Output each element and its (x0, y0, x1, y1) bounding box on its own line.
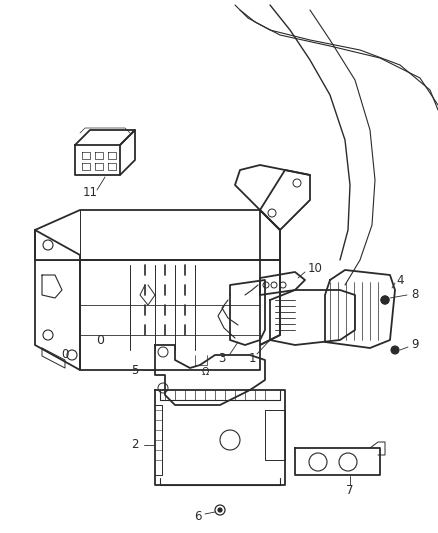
Text: 1: 1 (248, 351, 256, 365)
Circle shape (391, 346, 399, 354)
Text: 3: 3 (218, 351, 226, 365)
Text: 0: 0 (61, 349, 69, 361)
Circle shape (218, 508, 222, 512)
Text: 9: 9 (411, 338, 419, 351)
Text: Ω: Ω (201, 367, 208, 377)
Text: 7: 7 (346, 483, 354, 497)
Text: 6: 6 (194, 511, 202, 523)
Circle shape (381, 296, 389, 304)
Text: 8: 8 (411, 288, 419, 302)
Text: 10: 10 (307, 262, 322, 274)
Text: 11: 11 (82, 185, 98, 198)
Text: 0: 0 (96, 334, 104, 346)
Text: 2: 2 (131, 439, 139, 451)
Text: 4: 4 (396, 273, 404, 287)
Text: 5: 5 (131, 364, 139, 376)
